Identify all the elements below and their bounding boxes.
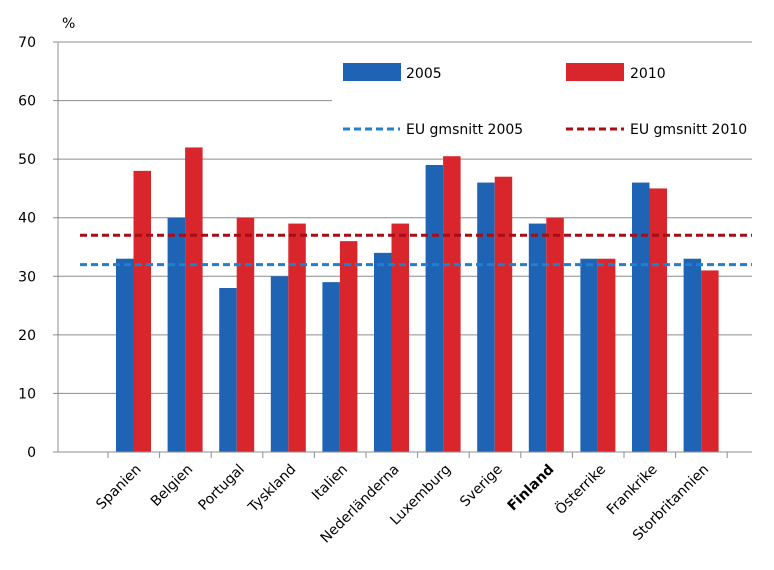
x-tick-label-4: Italien bbox=[309, 462, 351, 504]
y-tick-label-30: 30 bbox=[18, 269, 36, 285]
y-axis-unit-label: % bbox=[62, 16, 75, 32]
bar-2010-8 bbox=[546, 217, 564, 452]
y-tick-label-20: 20 bbox=[18, 328, 36, 344]
bar-2010-7 bbox=[494, 176, 513, 452]
y-tick-labels: 0 10 20 30 40 50 60 70 bbox=[18, 35, 36, 461]
x-tick-label-7: Sverige bbox=[457, 462, 506, 511]
reference-lines bbox=[80, 233, 752, 267]
x-tick-label-0: Spanien bbox=[93, 462, 144, 513]
bar-2010-9 bbox=[597, 258, 616, 452]
y-tick-label-70: 70 bbox=[18, 35, 36, 51]
x-tick-label-9: Österrike bbox=[551, 460, 609, 518]
y-tick-label-60: 60 bbox=[18, 94, 36, 110]
legend-swatch-2005 bbox=[343, 63, 401, 81]
bar-2010-3 bbox=[288, 223, 306, 452]
bar-2005-7 bbox=[477, 182, 495, 453]
legend-label-eu-2005: EU gmsnitt 2005 bbox=[406, 122, 523, 138]
y-tick-label-0: 0 bbox=[27, 445, 36, 461]
bar-2005-4 bbox=[322, 282, 340, 452]
y-tick-label-10: 10 bbox=[18, 386, 36, 402]
bar-2005-5 bbox=[374, 252, 392, 452]
bar-2010-11 bbox=[701, 270, 719, 452]
bar-2010-1 bbox=[185, 147, 203, 452]
legend-swatch-2010 bbox=[566, 63, 624, 81]
bar-2005-10 bbox=[632, 182, 650, 453]
x-tick-label-2: Portugal bbox=[196, 462, 248, 514]
bar-2005-0 bbox=[116, 258, 134, 452]
bar-2005-11 bbox=[683, 258, 702, 452]
bar-2005-1 bbox=[167, 217, 186, 452]
bar-2010-10 bbox=[649, 188, 667, 452]
bar-2010-5 bbox=[391, 223, 409, 452]
bars bbox=[116, 147, 719, 453]
x-tick-label-3: Tyskland bbox=[245, 462, 300, 517]
legend-label-eu-2010: EU gmsnitt 2010 bbox=[630, 122, 747, 138]
y-tick-label-50: 50 bbox=[18, 152, 36, 168]
x-tick-label-8: Finland bbox=[505, 462, 558, 515]
bar-2010-2 bbox=[236, 217, 255, 452]
bar-2010-0 bbox=[133, 170, 151, 452]
bar-2005-2 bbox=[219, 288, 237, 452]
bar-2005-8 bbox=[528, 223, 547, 452]
axes bbox=[53, 41, 752, 458]
x-tick-label-1: Belgien bbox=[148, 462, 196, 510]
legend-label-2005: 2005 bbox=[406, 66, 442, 82]
legend: 2005 2010 EU gmsnitt 2005 EU gmsnitt 2010 bbox=[343, 63, 747, 138]
y-tick-label-40: 40 bbox=[18, 211, 36, 227]
bar-2010-6 bbox=[443, 156, 461, 452]
legend-label-2010: 2010 bbox=[630, 66, 666, 82]
bar-2010-4 bbox=[339, 241, 358, 452]
bar-2005-6 bbox=[425, 165, 444, 452]
bar-2005-3 bbox=[270, 276, 289, 452]
bar-2005-9 bbox=[580, 258, 598, 452]
